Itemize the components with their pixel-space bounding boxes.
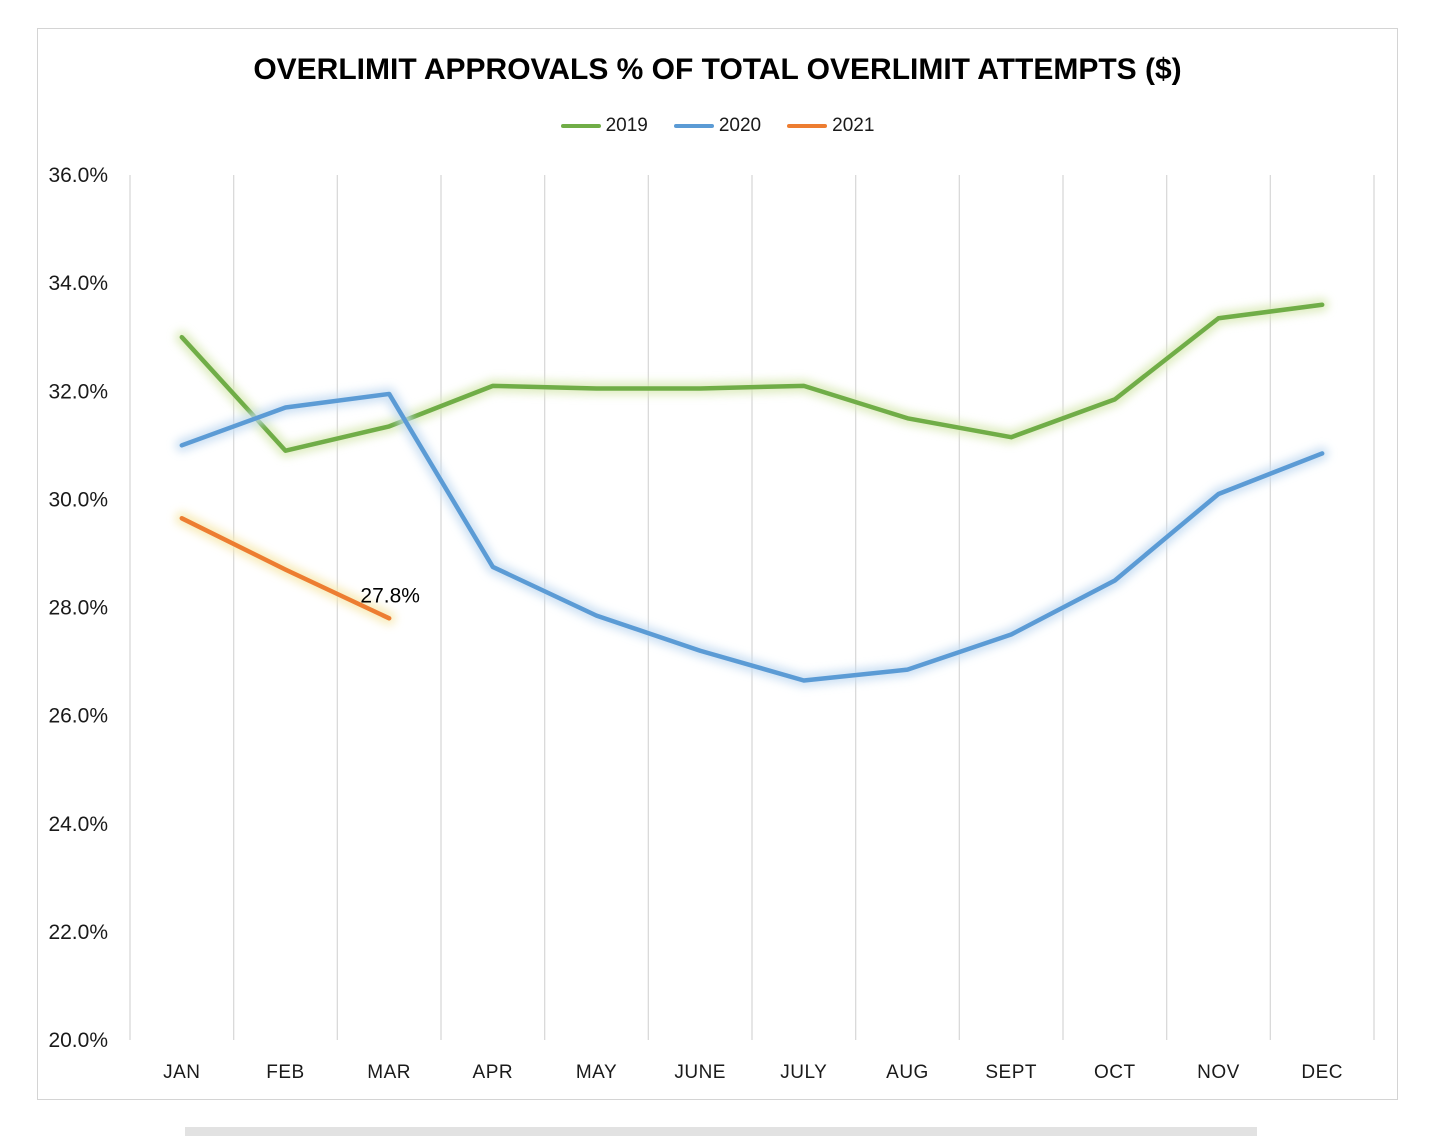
legend-label-2019: 2019 (605, 115, 648, 136)
series-line-2020 (179, 391, 1325, 683)
chart-legend: 2019 2020 2021 (38, 115, 1397, 137)
x-month-label: MAR (367, 1062, 411, 1083)
y-tick-label: 28.0% (48, 597, 108, 620)
x-month-label: SEPT (985, 1062, 1037, 1083)
x-month-label: NOV (1197, 1062, 1240, 1083)
y-tick-label: 32.0% (48, 380, 108, 403)
x-month-label: JULY (780, 1062, 827, 1083)
series-line-2019 (179, 302, 1325, 453)
chart-title: OVERLIMIT APPROVALS % OF TOTAL OVERLIMIT… (253, 53, 1182, 86)
y-tick-label: 36.0% (48, 164, 108, 187)
x-month-label: APR (473, 1062, 514, 1083)
legend-item-2019: 2019 (560, 115, 648, 137)
y-tick-label: 34.0% (48, 272, 108, 295)
legend-item-2021: 2021 (787, 115, 874, 137)
series-line-2021 (179, 516, 392, 621)
x-month-label: JAN (163, 1062, 200, 1083)
y-tick-label: 20.0% (48, 1029, 108, 1052)
legend-label-2020: 2020 (718, 115, 762, 136)
legend-item-2020: 2020 (673, 115, 762, 137)
annotation-label: 27.8% (360, 584, 420, 607)
x-month-label: AUG (886, 1062, 929, 1083)
legend-swatch-2020 (673, 124, 714, 128)
y-tick-label: 30.0% (48, 488, 108, 511)
x-month-label: MAY (576, 1062, 617, 1083)
y-tick-label: 26.0% (48, 705, 108, 728)
legend-label-2021: 2021 (832, 115, 875, 136)
y-tick-label: 24.0% (48, 813, 108, 836)
legend-swatch-2021 (787, 124, 828, 128)
x-month-label: OCT (1094, 1062, 1136, 1083)
legend-swatch-2019 (560, 124, 601, 128)
y-tick-label: 22.0% (48, 921, 108, 944)
x-month-label: FEB (266, 1062, 304, 1083)
x-month-label: JUNE (674, 1062, 726, 1083)
bottom-ui-strip (185, 1127, 1257, 1136)
x-month-label: DEC (1301, 1062, 1343, 1083)
